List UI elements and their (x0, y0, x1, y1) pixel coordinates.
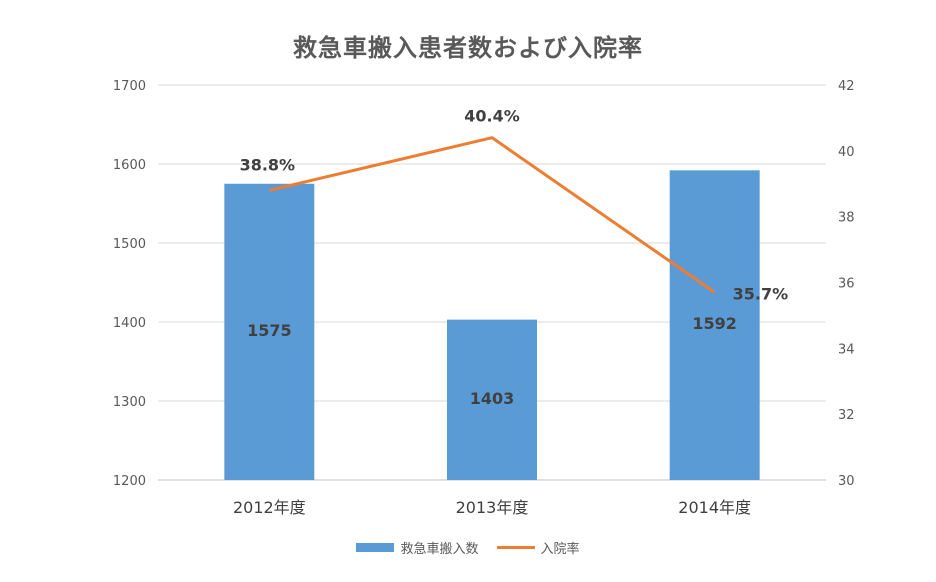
bar-data-label: 1575 (247, 321, 292, 340)
y-right-tick-label: 40 (838, 145, 855, 160)
bar (669, 170, 760, 480)
line-series (268, 136, 716, 294)
legend-swatch-line (496, 546, 535, 549)
y-right-tick-label: 38 (838, 211, 855, 226)
y-right-tick-label: 30 (838, 474, 855, 489)
legend-item-line: 入院率 (496, 538, 580, 557)
legend-label-bar: 救急車搬入数 (400, 542, 479, 557)
legend-label-line: 入院率 (540, 542, 580, 557)
line-data-label: 40.4% (464, 107, 520, 126)
legend-item-bar: 救急車搬入数 (356, 538, 479, 557)
x-tick-label: 2013年度 (456, 498, 529, 517)
legend: 救急車搬入数 入院率 (0, 538, 936, 557)
bar-data-label: 1592 (692, 314, 737, 333)
bar (447, 319, 537, 480)
y-right-tick-label: 32 (838, 408, 855, 423)
line-data-label: 35.7% (733, 284, 789, 303)
legend-swatch-bar (356, 543, 395, 552)
bar (224, 183, 315, 480)
y-right-tick-label: 42 (838, 79, 855, 94)
y-left-tick-label: 1700 (113, 79, 146, 94)
x-tick-label: 2012年度 (233, 498, 306, 517)
chart-title: 救急車搬入患者数および入院率 (293, 34, 643, 62)
y-left-tick-label: 1600 (113, 158, 146, 173)
bar-data-label: 1403 (470, 389, 515, 408)
x-tick-label: 2014年度 (678, 498, 751, 517)
y-left-tick-label: 1200 (113, 474, 146, 489)
y-left-tick-label: 1300 (113, 395, 146, 410)
line-data-label: 38.8% (240, 155, 296, 174)
y-left-tick-label: 1500 (113, 237, 146, 252)
y-right-tick-label: 36 (838, 277, 855, 292)
y-left-tick-label: 1400 (113, 316, 146, 331)
y-right-tick-label: 34 (838, 342, 855, 357)
